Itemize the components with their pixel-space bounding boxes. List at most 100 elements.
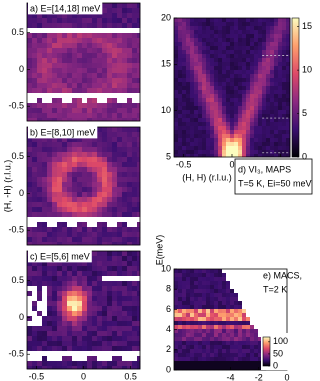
heatmap-cell [132, 43, 137, 48]
heatmap-cell [132, 13, 137, 18]
heatmap-cell [186, 361, 190, 365]
heatmap-cell [242, 333, 246, 337]
heatmap-cell [234, 353, 238, 357]
heatmap-cell [214, 30, 218, 34]
heatmap-cell [206, 321, 210, 325]
heatmap-cell [92, 301, 97, 306]
heatmap-cell [174, 361, 178, 365]
heatmap-cell [266, 142, 270, 146]
heatmap-cell [218, 146, 222, 150]
heatmap-cell [202, 86, 206, 90]
heatmap-cell [62, 48, 67, 53]
heatmap-cell [222, 114, 226, 118]
heatmap-cell [202, 90, 206, 94]
heatmap-cell [218, 102, 222, 106]
heatmap-cell [274, 50, 278, 54]
heatmap-cell [127, 98, 132, 103]
heatmap-cell [37, 113, 42, 118]
heatmap-cell [266, 313, 270, 317]
heatmap-cell [112, 351, 117, 356]
heatmap-cell [77, 73, 82, 78]
heatmap-cell [190, 134, 194, 138]
heatmap-cell [278, 102, 282, 106]
heatmap-cell [97, 326, 102, 331]
heatmap-cell [32, 167, 37, 172]
heatmap-cell [27, 321, 32, 326]
heatmap-cell [218, 333, 222, 337]
heatmap-cell [62, 38, 67, 43]
heatmap-cell [77, 33, 82, 38]
heatmap-cell [67, 316, 72, 321]
heatmap-cell [246, 273, 250, 277]
heatmap-cell [57, 33, 62, 38]
heatmap-cell [112, 306, 117, 311]
heatmap-cell [47, 266, 52, 271]
heatmap-cell [87, 266, 92, 271]
heatmap-cell [242, 42, 246, 46]
heatmap-cell [278, 46, 282, 50]
heatmap-cell [214, 58, 218, 62]
heatmap-cell [42, 162, 47, 167]
heatmap-cell [178, 46, 182, 50]
heatmap-cell [57, 152, 62, 157]
heatmap-cell [112, 68, 117, 73]
heatmap-cell [62, 93, 67, 98]
heatmap-cell [178, 150, 182, 154]
heatmap-cell [226, 66, 230, 70]
heatmap-cell [122, 227, 127, 232]
heatmap-cell [127, 127, 132, 132]
heatmap-cell [117, 172, 122, 177]
y-tick-label: 0.5 [11, 27, 24, 37]
x-tick-label: -0.5 [176, 159, 192, 169]
heatmap-cell [242, 22, 246, 26]
heatmap-cell [246, 321, 250, 325]
heatmap-cell [52, 28, 57, 33]
heatmap-cell [218, 62, 222, 66]
heatmap-cell [62, 217, 67, 222]
heatmap-cell [278, 118, 282, 122]
heatmap-cell [214, 22, 218, 26]
heatmap-cell [178, 357, 182, 361]
heatmap-cell [77, 28, 82, 33]
heatmap-cell [222, 138, 226, 142]
heatmap-cell [254, 110, 258, 114]
heatmap-cell [226, 361, 230, 365]
heatmap-cell [186, 333, 190, 337]
heatmap-cell [234, 18, 238, 22]
heatmap-cell [210, 365, 214, 369]
heatmap-cell [97, 316, 102, 321]
heatmap-cell [67, 162, 72, 167]
heatmap-cell [262, 74, 266, 78]
heatmap-cell [77, 271, 82, 276]
heatmap-cell [57, 306, 62, 311]
heatmap-cell [234, 333, 238, 337]
heatmap-cell [186, 277, 190, 281]
heatmap-cell [107, 73, 112, 78]
heatmap-cell [132, 162, 137, 167]
heatmap-cell [174, 134, 178, 138]
heatmap-cell [27, 301, 32, 306]
heatmap-cell [132, 192, 137, 197]
heatmap-cell [250, 54, 254, 58]
heatmap-cell [77, 351, 82, 356]
heatmap-cell [42, 346, 47, 351]
heatmap-cell [242, 277, 246, 281]
heatmap-cell [190, 333, 194, 337]
heatmap-cell [222, 94, 226, 98]
heatmap-cell [87, 311, 92, 316]
heatmap-cell [270, 94, 274, 98]
heatmap-cell [132, 172, 137, 177]
heatmap-cell [266, 94, 270, 98]
heatmap-cell [254, 86, 258, 90]
heatmap-cell [72, 271, 77, 276]
heatmap-cell [82, 33, 87, 38]
heatmap-cell [122, 8, 127, 13]
heatmap-cell [27, 306, 32, 311]
heatmap-cell [178, 50, 182, 54]
heatmap-cell [112, 261, 117, 266]
heatmap-cell [117, 63, 122, 68]
heatmap-cell [198, 301, 202, 305]
heatmap-cell [238, 130, 242, 134]
heatmap-cell [122, 296, 127, 301]
heatmap-cell [132, 68, 137, 73]
